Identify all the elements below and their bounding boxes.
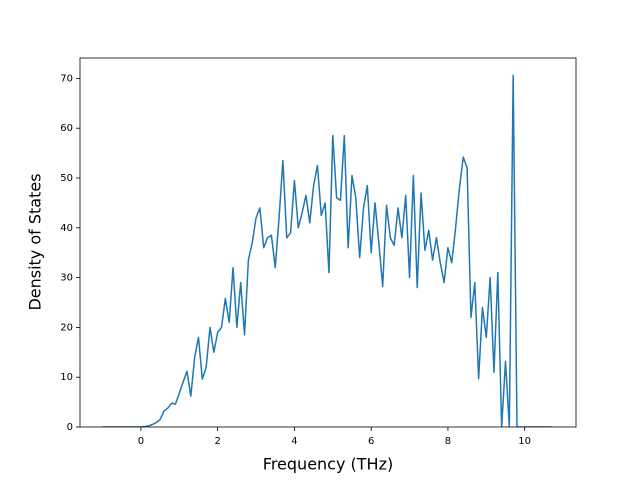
y-tick-label: 60 [60, 123, 73, 134]
x-tick-label: 2 [214, 436, 220, 447]
x-tick-label: 0 [138, 436, 144, 447]
x-axis-label: Frequency (THz) [263, 455, 393, 474]
data-line [102, 74, 552, 427]
y-tick-label: 10 [60, 372, 73, 383]
x-tick-label: 4 [291, 436, 297, 447]
y-tick-label: 20 [60, 322, 73, 333]
y-axis-label: Density of States [26, 173, 45, 310]
x-tick-label: 6 [368, 436, 374, 447]
x-tick-label: 10 [518, 436, 531, 447]
y-tick-label: 70 [60, 73, 73, 84]
x-tick-label: 8 [445, 436, 451, 447]
y-tick-label: 0 [67, 422, 73, 433]
plot-frame [79, 57, 577, 428]
y-tick-label: 50 [60, 173, 73, 184]
y-tick-label: 30 [60, 273, 73, 284]
y-tick-label: 40 [60, 223, 73, 234]
